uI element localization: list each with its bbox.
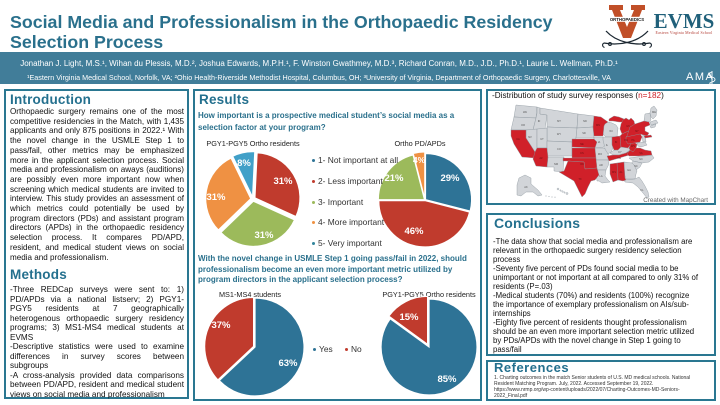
svg-text:KS: KS [580, 151, 584, 155]
svg-text:TN: TN [617, 156, 621, 160]
svg-text:TX: TX [578, 177, 582, 181]
svg-text:OR: OR [521, 123, 525, 127]
svg-text:OK: OK [580, 162, 584, 166]
svg-text:8%: 8% [237, 158, 251, 169]
svg-text:AK: AK [524, 185, 528, 189]
svg-text:63%: 63% [278, 358, 298, 369]
svg-text:ME: ME [652, 110, 656, 114]
svg-text:4%: 4% [413, 155, 426, 165]
svg-text:AR: AR [599, 163, 603, 167]
svg-text:21%: 21% [384, 173, 404, 184]
svg-text:15%: 15% [399, 312, 419, 323]
svg-text:FL: FL [640, 188, 644, 192]
svg-text:SC: SC [634, 164, 638, 168]
svg-text:37%: 37% [211, 320, 231, 331]
svg-text:MT: MT [557, 119, 561, 123]
svg-text:IA: IA [598, 140, 601, 144]
svg-text:MN: MN [596, 123, 600, 127]
svg-text:ORTHOPAEDICS: ORTHOPAEDICS [610, 17, 644, 22]
svg-text:GA: GA [627, 168, 631, 172]
svg-text:31%: 31% [273, 176, 293, 187]
svg-text:ND: ND [583, 119, 587, 123]
svg-text:NM: NM [554, 162, 558, 166]
svg-text:WV: WV [631, 144, 635, 148]
svg-text:85%: 85% [437, 374, 457, 385]
svg-text:PA: PA [631, 138, 635, 142]
svg-text:AL: AL [619, 170, 623, 174]
svg-text:ID: ID [538, 119, 541, 123]
svg-text:NY: NY [635, 129, 639, 133]
svg-text:29%: 29% [440, 173, 460, 184]
svg-text:WI: WI [609, 129, 612, 133]
svg-text:AZ: AZ [539, 156, 543, 160]
svg-text:46%: 46% [404, 226, 424, 237]
svg-text:OH: OH [624, 138, 628, 142]
svg-text:MS: MS [612, 170, 616, 174]
svg-text:SD: SD [582, 131, 586, 135]
svg-text:KY: KY [618, 150, 622, 154]
svg-text:WA: WA [523, 110, 527, 114]
svg-text:LA: LA [599, 174, 602, 178]
svg-text:MO: MO [598, 152, 602, 156]
svg-text:UT: UT [540, 137, 544, 141]
svg-text:IN: IN [615, 140, 618, 144]
svg-text:WY: WY [557, 132, 561, 136]
svg-text:31%: 31% [206, 192, 226, 203]
svg-text:31%: 31% [254, 230, 274, 241]
svg-text:MI: MI [627, 124, 630, 128]
svg-text:CO: CO [557, 147, 561, 151]
svg-text:NE: NE [580, 142, 584, 146]
svg-text:VA: VA [639, 151, 643, 155]
svg-text:CA: CA [516, 137, 520, 141]
svg-text:NV: NV [528, 135, 532, 139]
svg-text:IL: IL [606, 143, 609, 147]
svg-text:NC: NC [639, 157, 643, 161]
